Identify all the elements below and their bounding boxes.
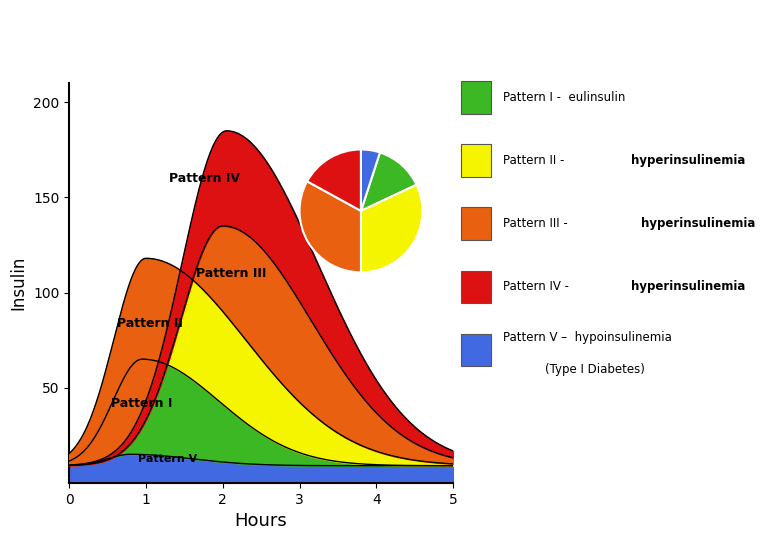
Text: Pattern II -: Pattern II - (503, 154, 568, 167)
Text: Pattern I: Pattern I (111, 397, 173, 410)
FancyBboxPatch shape (461, 208, 491, 240)
Wedge shape (361, 149, 380, 211)
Wedge shape (361, 185, 422, 273)
Text: Pattern I -  eulinsulin: Pattern I - eulinsulin (503, 91, 625, 104)
Text: Pattern II: Pattern II (117, 317, 183, 330)
Wedge shape (307, 149, 361, 211)
Text: Pattern III -: Pattern III - (503, 217, 571, 230)
FancyBboxPatch shape (461, 334, 491, 366)
Text: hyperinsulinemia: hyperinsulinemia (631, 154, 746, 167)
Wedge shape (300, 181, 361, 273)
X-axis label: Hours: Hours (235, 512, 287, 530)
FancyBboxPatch shape (461, 270, 491, 303)
Text: Pattern IV -: Pattern IV - (503, 280, 572, 293)
Text: hyperinsulinemia: hyperinsulinemia (631, 280, 746, 293)
Text: Pattern V –  hypoinsulinemia: Pattern V – hypoinsulinemia (503, 331, 671, 344)
FancyBboxPatch shape (461, 81, 491, 114)
Text: Pattern III: Pattern III (196, 268, 266, 280)
Y-axis label: Insulin: Insulin (9, 256, 28, 310)
Text: (Type I Diabetes): (Type I Diabetes) (545, 364, 644, 376)
Text: Pattern IV: Pattern IV (169, 172, 240, 185)
Text: hyperinsulinemia: hyperinsulinemia (641, 217, 756, 230)
FancyBboxPatch shape (461, 144, 491, 176)
Text: Pattern V: Pattern V (138, 454, 197, 464)
Wedge shape (361, 153, 416, 211)
